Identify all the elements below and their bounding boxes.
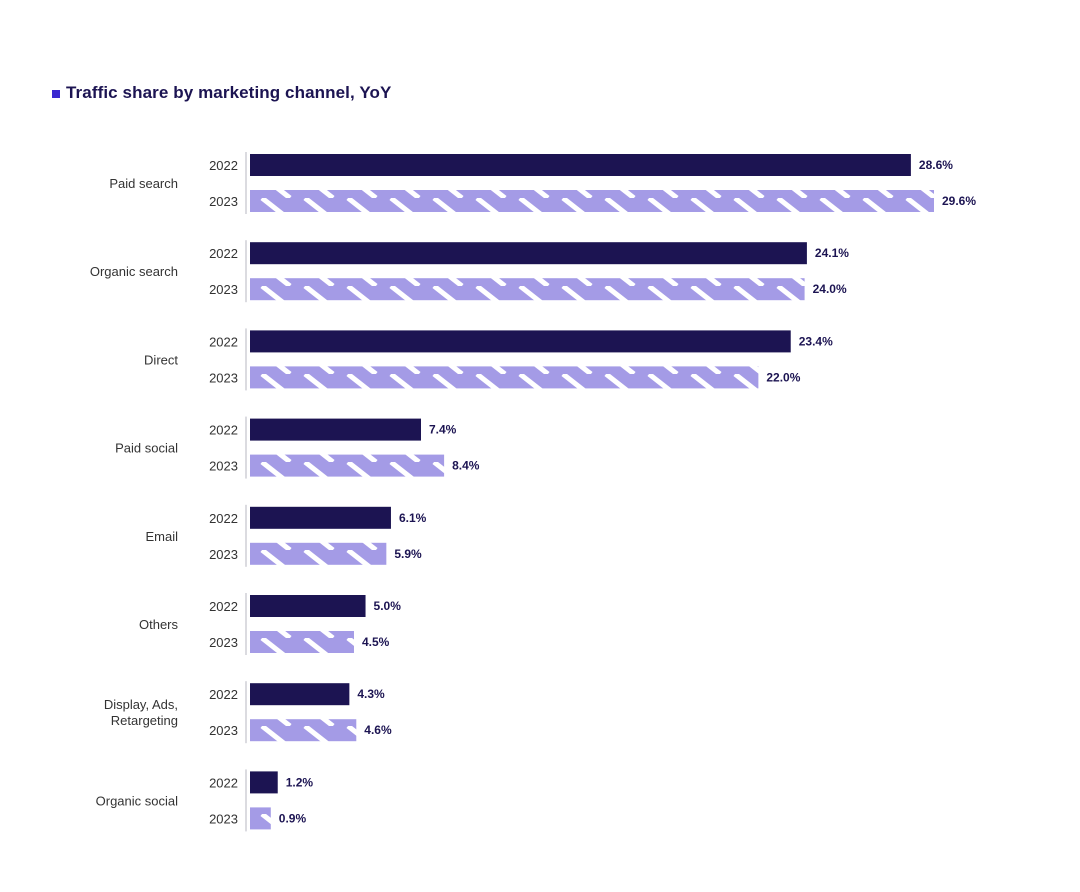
data-label: 4.5% xyxy=(362,635,390,649)
data-label: 6.1% xyxy=(399,511,427,525)
data-label: 5.0% xyxy=(374,599,402,613)
bar-2023 xyxy=(250,542,387,565)
category-label: Email xyxy=(145,529,178,544)
data-label: 0.9% xyxy=(279,811,307,825)
bar-2023 xyxy=(250,454,445,477)
series-year-label: 2023 xyxy=(209,370,238,385)
data-label: 8.4% xyxy=(452,459,480,473)
series-year-label: 2022 xyxy=(209,158,238,173)
series-year-label: 2023 xyxy=(209,547,238,562)
chart-header: Traffic share by marketing channel, YoY xyxy=(52,83,391,103)
bar-2022 xyxy=(250,683,350,706)
series-year-label: 2022 xyxy=(209,599,238,614)
category-label: Paid social xyxy=(115,441,178,456)
category-label: Retargeting xyxy=(111,713,178,728)
bar-2023 xyxy=(250,719,357,742)
bar-2022 xyxy=(250,771,278,794)
series-year-label: 2022 xyxy=(209,775,238,790)
category-label: Others xyxy=(139,617,179,632)
category-label: Direct xyxy=(144,352,178,367)
data-label: 4.3% xyxy=(357,687,385,701)
data-label: 24.0% xyxy=(813,282,847,296)
series-year-label: 2022 xyxy=(209,334,238,349)
data-label: 22.0% xyxy=(766,370,800,384)
bar-2022 xyxy=(250,418,421,441)
category-label: Paid search xyxy=(109,176,178,191)
bar-2023 xyxy=(250,278,805,301)
series-year-label: 2023 xyxy=(209,811,238,826)
data-label: 28.6% xyxy=(919,158,953,172)
data-label: 29.6% xyxy=(942,194,976,208)
bar-2022 xyxy=(250,595,366,617)
series-year-label: 2023 xyxy=(209,635,238,650)
data-label: 1.2% xyxy=(286,775,314,789)
series-year-label: 2022 xyxy=(209,423,238,438)
data-label: 24.1% xyxy=(815,246,849,260)
bar-2023 xyxy=(250,190,934,212)
category-label: Organic social xyxy=(96,793,178,808)
series-year-label: 2023 xyxy=(209,723,238,738)
series-year-label: 2022 xyxy=(209,511,238,526)
bar-2023 xyxy=(250,807,271,830)
series-year-label: 2022 xyxy=(209,246,238,261)
series-year-label: 2023 xyxy=(209,282,238,297)
bar-2022 xyxy=(250,154,911,176)
bar-2022 xyxy=(250,330,791,353)
category-label: Display, Ads, xyxy=(104,697,178,712)
data-label: 7.4% xyxy=(429,423,457,437)
data-label: 23.4% xyxy=(799,334,833,348)
bar-2022 xyxy=(250,242,807,265)
series-year-label: 2022 xyxy=(209,687,238,702)
series-year-label: 2023 xyxy=(209,459,238,474)
series-year-label: 2023 xyxy=(209,194,238,209)
bar-2022 xyxy=(250,506,391,529)
bar-2023 xyxy=(250,366,759,389)
title-marker-icon xyxy=(52,90,60,98)
data-label: 5.9% xyxy=(394,547,422,561)
chart-title: Traffic share by marketing channel, YoY xyxy=(66,83,392,102)
category-label: Organic search xyxy=(90,264,178,279)
bar-2023 xyxy=(250,631,354,653)
data-label: 4.6% xyxy=(364,723,392,737)
